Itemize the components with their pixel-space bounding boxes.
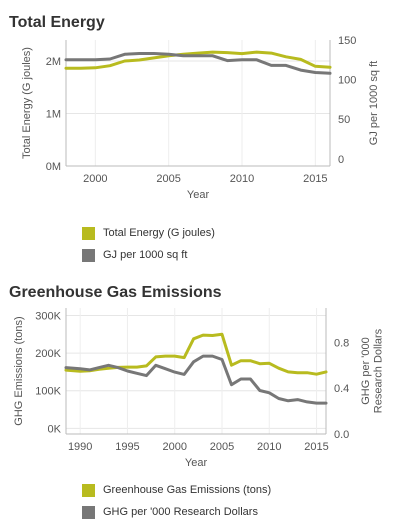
y-tick-label-left: 1M xyxy=(46,109,61,121)
x-tick-label: 2015 xyxy=(304,441,328,453)
y-axis-title-left: GHG Emissions (tons) xyxy=(13,316,25,425)
y-tick-label-left: 0M xyxy=(46,161,61,173)
legend-label: Total Energy (G joules) xyxy=(103,227,215,239)
y-tick-label-right: 0 xyxy=(338,154,344,166)
y-tick-label-left: 2M xyxy=(46,56,61,68)
series-line xyxy=(64,50,332,70)
chart-title-total-energy: Total Energy xyxy=(9,14,105,31)
series-line xyxy=(64,332,328,376)
legend-swatch xyxy=(82,505,95,519)
series-line xyxy=(64,52,332,75)
y-axis-title-right-line: GHG per '000 xyxy=(360,337,372,405)
y-tick-label-left: 0K xyxy=(48,423,62,435)
x-tick-label: 2010 xyxy=(230,173,254,185)
x-tick-label: 2000 xyxy=(162,441,186,453)
y-axis-title-right-line: Research Dollars xyxy=(373,328,385,413)
y-tick-label-left: 200K xyxy=(35,348,61,360)
legend-label: GJ per 1000 sq ft xyxy=(103,249,188,261)
legend-label: Greenhouse Gas Emissions (tons) xyxy=(103,484,272,496)
x-tick-label: 2015 xyxy=(303,173,327,185)
series-line xyxy=(64,354,328,405)
chart-title-ghg-emissions: Greenhouse Gas Emissions xyxy=(9,284,222,301)
x-tick-label: 1995 xyxy=(115,441,139,453)
legend-item: GHG per '000 Research Dollars xyxy=(82,501,271,523)
y-tick-label-right: 150 xyxy=(338,35,356,47)
legend-total-energy: Total Energy (G joules) GJ per 1000 sq f… xyxy=(82,222,215,266)
x-tick-label: 2010 xyxy=(257,441,281,453)
ghg-emissions-chart: 0K 100K 200K 300K 0.0 0.4 0.8 1990 1995 2000 2005 2… xyxy=(13,308,385,469)
y-axis-title-right: GHG per '000Research Dollars xyxy=(360,328,385,413)
x-tick-label: 2005 xyxy=(210,441,234,453)
y-axis-title-left: Total Energy (G joules) xyxy=(21,47,33,159)
total-energy-chart: 0M 1M 2M 0 50 100 150 2000 2005 2010 2015 Year Total… xyxy=(21,35,380,201)
legend-label: GHG per '000 Research Dollars xyxy=(103,506,258,518)
x-axis-title: Year xyxy=(185,457,208,469)
legend-swatch xyxy=(82,248,95,262)
y-tick-label-right: 0.0 xyxy=(334,429,349,441)
y-tick-label-left: 300K xyxy=(35,311,61,323)
x-tick-label: 2005 xyxy=(156,173,180,185)
y-axis-title-right: GJ per 1000 sq ft xyxy=(368,61,380,145)
legend-item: Total Energy (G joules) xyxy=(82,222,215,244)
legend-swatch xyxy=(82,226,95,240)
x-tick-label: 2000 xyxy=(83,173,107,185)
y-tick-label-right: 50 xyxy=(338,114,350,126)
legend-swatch xyxy=(82,483,95,497)
y-tick-label-right: 100 xyxy=(338,75,356,87)
y-tick-label-left: 100K xyxy=(35,386,61,398)
x-tick-label: 1990 xyxy=(68,441,92,453)
legend-item: Greenhouse Gas Emissions (tons) xyxy=(82,479,271,501)
legend-ghg-emissions: Greenhouse Gas Emissions (tons) GHG per … xyxy=(82,479,271,523)
legend-item: GJ per 1000 sq ft xyxy=(82,244,215,266)
y-tick-label-right: 0.4 xyxy=(334,383,349,395)
y-tick-label-right: 0.8 xyxy=(334,337,349,349)
x-axis-title: Year xyxy=(187,189,210,201)
